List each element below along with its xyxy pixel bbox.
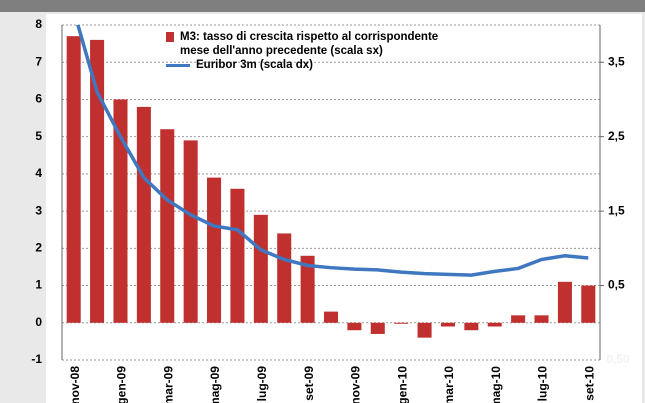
bar	[487, 322, 502, 327]
bar	[394, 322, 409, 324]
legend-swatch	[166, 32, 174, 42]
bar	[323, 311, 339, 323]
x-tick-label: nov-08	[68, 366, 82, 403]
x-tick-label: lug-09	[255, 366, 269, 402]
y-tick-label: 8	[35, 17, 42, 31]
bar	[136, 106, 151, 323]
bar	[66, 36, 81, 323]
legend-label: M3: tasso di crescita rispetto al corris…	[180, 31, 439, 57]
legend: M3: tasso di crescita rispetto al corris…	[166, 30, 466, 72]
annotation: 0,50	[606, 352, 630, 366]
bar	[183, 140, 198, 323]
line	[76, 25, 589, 277]
legend-entry: Euribor 3m (scala dx)	[166, 58, 466, 72]
y-tick-label: 5	[35, 129, 42, 143]
y2-tick-label: 3,5	[608, 54, 625, 68]
y-tick-label: 7	[35, 54, 42, 68]
bar	[347, 322, 362, 331]
bar	[581, 285, 596, 323]
bar	[370, 322, 385, 334]
x-tick-label: gen-09	[115, 366, 129, 403]
x-tick-label: lug-10	[536, 366, 550, 402]
bar	[253, 214, 268, 323]
x-tick-label: set-09	[302, 366, 316, 401]
x-tick-label: gen-10	[395, 366, 409, 403]
bar	[417, 322, 432, 338]
bar	[113, 99, 128, 323]
y-tick-label: 4	[35, 166, 42, 180]
x-tick-label: nov-09	[349, 366, 363, 403]
bar	[277, 233, 292, 323]
plot-background	[46, 14, 642, 403]
bar	[207, 177, 222, 323]
bar	[160, 129, 175, 323]
y2-tick-label: 1,5	[608, 203, 625, 217]
y-tick-label: -1	[31, 352, 42, 366]
top-band	[0, 0, 645, 12]
x-tick-label: mar-09	[161, 366, 175, 403]
bar	[557, 281, 572, 323]
line-group	[76, 25, 589, 277]
legend-label: Euribor 3m (scala dx)	[196, 59, 313, 71]
y-tick-label: 3	[35, 203, 42, 217]
bar	[511, 315, 526, 323]
bar	[90, 39, 105, 323]
y2-tick-label: 2,5	[608, 129, 625, 143]
x-tick-label: mag-10	[489, 366, 503, 403]
x-tick-label: mar-10	[442, 366, 456, 403]
legend-swatch	[166, 64, 190, 67]
bar	[230, 188, 245, 323]
y-tick-label: 6	[35, 92, 42, 106]
y-tick-label: 2	[35, 241, 42, 255]
bar	[534, 315, 549, 323]
x-tick-label: mag-09	[208, 366, 222, 403]
x-tick-label: set-10	[582, 366, 596, 401]
bar	[464, 322, 479, 331]
y-tick-label: 1	[35, 278, 42, 292]
y2-tick-label: 0,5	[608, 278, 625, 292]
y-tick-label: 0	[35, 315, 42, 329]
bar	[300, 255, 315, 323]
legend-entry: M3: tasso di crescita rispetto al corris…	[166, 30, 466, 58]
bar	[440, 322, 455, 327]
